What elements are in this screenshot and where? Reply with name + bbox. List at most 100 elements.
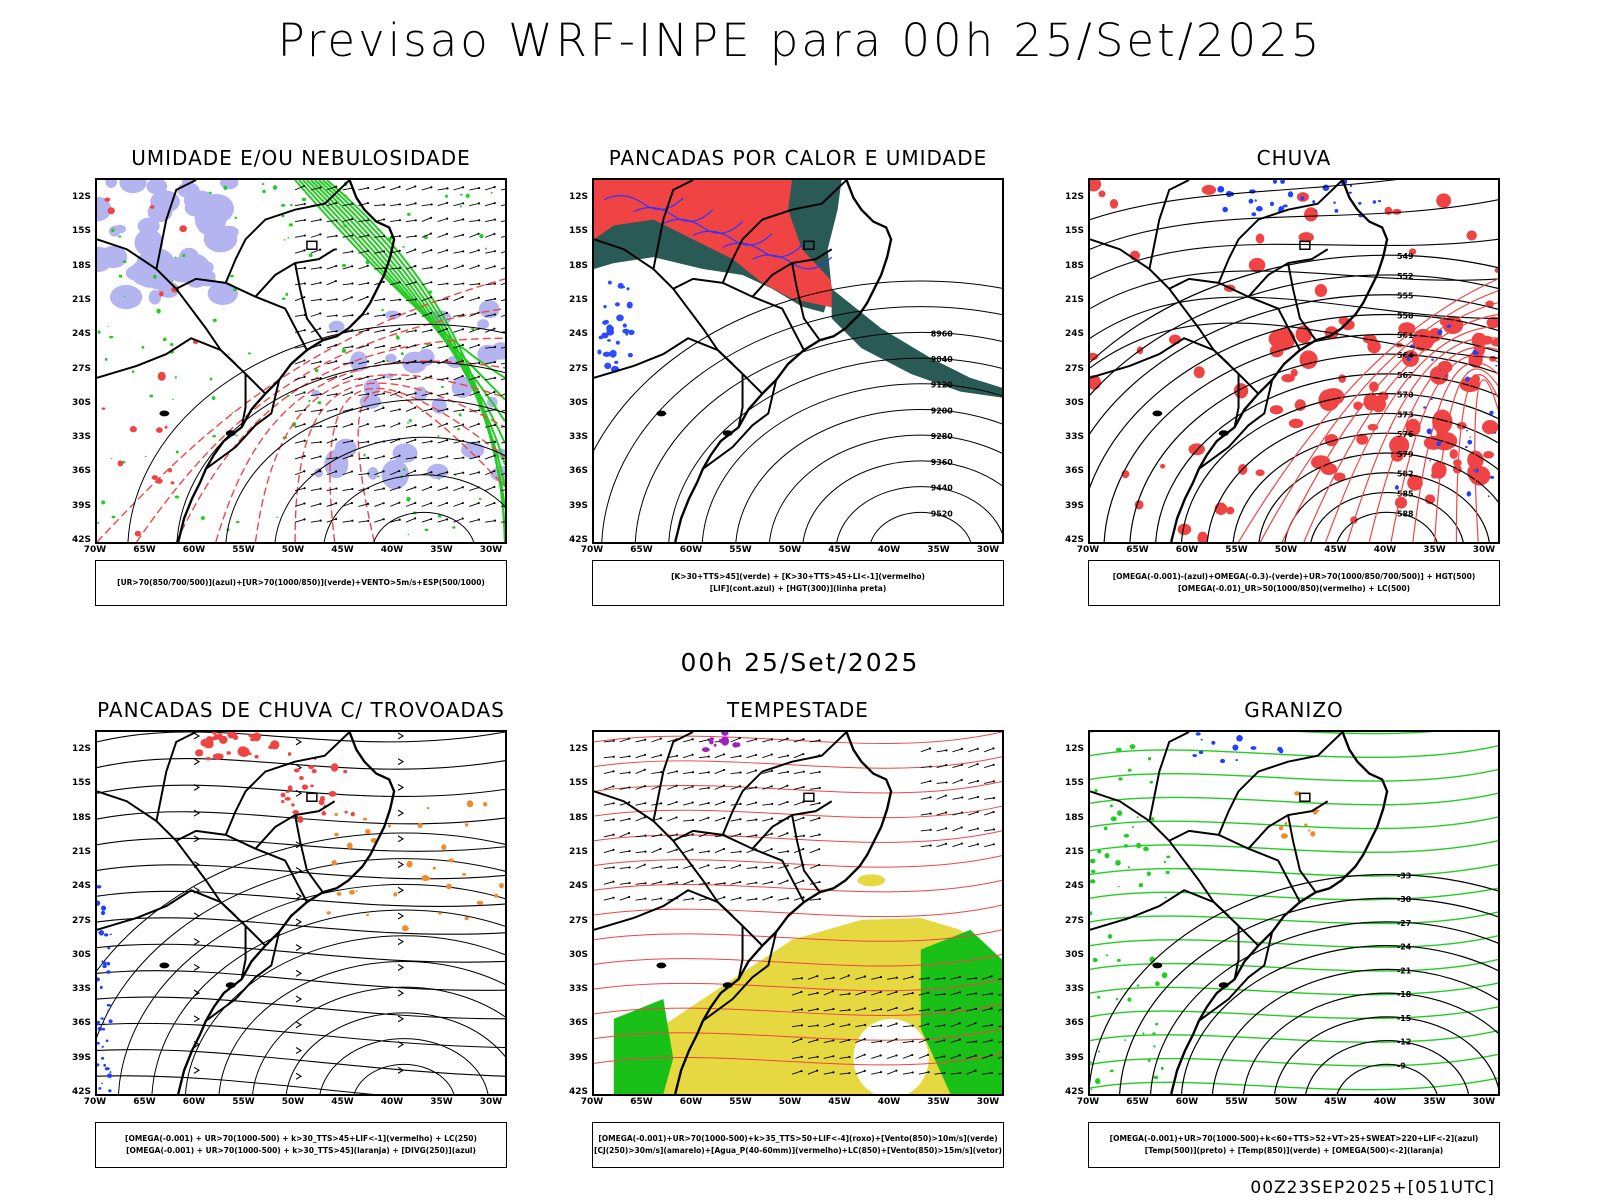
svg-text:-27: -27 xyxy=(1397,919,1411,928)
svg-text:9120: 9120 xyxy=(931,381,954,390)
longitude-label: 40W xyxy=(1373,545,1397,555)
panel-legend: [UR>70(850/700/500)](azul)+[UR>70(1000/8… xyxy=(95,560,507,606)
run-stamp: 00Z23SEP2025+[051UTC] xyxy=(1250,1178,1495,1198)
latitude-label: 36S xyxy=(71,466,91,477)
svg-text:-24: -24 xyxy=(1397,943,1412,952)
forecast-map xyxy=(95,730,507,1096)
latitude-label: 42S xyxy=(568,1087,588,1097)
svg-text:-12: -12 xyxy=(1397,1038,1411,1047)
latitude-label: 42S xyxy=(71,1087,91,1097)
latitude-label: 30S xyxy=(71,397,91,408)
longitude-label: 55W xyxy=(232,1097,255,1107)
longitude-label: 35W xyxy=(1423,545,1446,555)
contour-line xyxy=(118,883,505,1094)
map-graphic: -9 -12 -15 -18 -21 -24 -27 -30 -33 xyxy=(1090,732,1498,1094)
svg-text:-15: -15 xyxy=(1397,1014,1411,1023)
forecast-map: 9520 9440 9360 9280 9200 9120 9040 8960 xyxy=(592,178,1004,544)
contour-line xyxy=(274,436,505,542)
longitude-label: 35W xyxy=(927,545,950,555)
legend-line: [OMEGA(-0.01)_UR>50(1000/850)(vermelho) … xyxy=(1177,584,1411,593)
longitude-label: 45W xyxy=(828,545,851,555)
latitude-label: 21S xyxy=(568,294,588,305)
longitude-label: 55W xyxy=(1225,545,1248,555)
panel-title: GRANIZO xyxy=(1244,698,1344,722)
latitude-label: 21S xyxy=(71,846,91,857)
latitude-label: 33S xyxy=(568,432,588,443)
latitude-label: 12S xyxy=(71,744,91,754)
latitude-label: 30S xyxy=(1064,949,1084,960)
panel-title: UMIDADE E/OU NEBULOSIDADE xyxy=(131,146,471,170)
forecast-map: 588 585 582 579 576 573 570 567 564 561 558 555 552 5… xyxy=(1088,178,1500,544)
contour-line xyxy=(701,383,1002,542)
latitude-label: 33S xyxy=(568,984,588,995)
contour-line xyxy=(225,399,505,542)
latitude-label: 21S xyxy=(1064,294,1084,305)
latitude-label: 39S xyxy=(1064,500,1084,511)
svg-text:570: 570 xyxy=(1397,391,1414,400)
contour-line xyxy=(1180,393,1498,542)
main-title: Previsao WRF-INPE para 00h 25/Set/2025 xyxy=(277,14,1323,67)
contour-line xyxy=(1284,472,1490,542)
longitude-label: 30W xyxy=(1472,545,1496,555)
contour-line xyxy=(151,909,505,1094)
svg-text:579: 579 xyxy=(1397,450,1414,459)
longitude-label: 60W xyxy=(679,1097,703,1107)
longitude-label: 70W xyxy=(580,1097,604,1107)
latitude-label: 39S xyxy=(568,1052,588,1063)
contour-line xyxy=(319,1038,489,1094)
svg-text:555: 555 xyxy=(1397,292,1414,301)
svg-text:573: 573 xyxy=(1397,410,1414,419)
legend-line: [K>30+TTS>45](verde) + [K>30+TTS>45+LI<-… xyxy=(671,572,925,581)
latitude-label: 24S xyxy=(1064,881,1084,892)
legend-line: [Temp(500)](preto) + [Temp(850)](verde) … xyxy=(1144,1146,1444,1155)
contour-line xyxy=(373,511,475,542)
contour-line xyxy=(594,280,1002,452)
latitude-label: 27S xyxy=(1064,363,1084,374)
legend-line: [OMEGA(-0.001)-(azul)+OMEGA(-0.3)-(verde… xyxy=(1112,572,1476,581)
latitude-label: 15S xyxy=(71,778,91,789)
contour-line xyxy=(601,306,1002,542)
panel-legend: [OMEGA(-0.001)-(azul)+OMEGA(-0.3)-(verde… xyxy=(1088,560,1500,606)
latitude-label: 33S xyxy=(1064,432,1084,443)
legend-line: [UR>70(850/700/500)](azul)+[UR>70(1000/8… xyxy=(117,578,485,587)
legend-line: [LIF](cont.azul) + [HGT(300)](linha pret… xyxy=(709,584,887,593)
panel-title: TEMPESTADE xyxy=(727,698,869,722)
contour-line xyxy=(1090,294,1498,435)
svg-text:-9: -9 xyxy=(1397,1061,1406,1070)
longitude-label: 30W xyxy=(479,1097,503,1107)
svg-text:9440: 9440 xyxy=(931,484,954,493)
longitude-label: 40W xyxy=(877,545,901,555)
longitude-label: 70W xyxy=(1076,1097,1100,1107)
contour-line xyxy=(1103,333,1498,542)
contour-line xyxy=(1129,353,1498,542)
panel-legend: [OMEGA(-0.001)+UR>70(1000-500)+k<60+TTS>… xyxy=(1088,1122,1500,1168)
latitude-label: 27S xyxy=(568,363,588,374)
longitude-label: 30W xyxy=(1472,1097,1496,1107)
latitude-label: 12S xyxy=(568,744,588,754)
svg-text:-33: -33 xyxy=(1397,871,1411,880)
longitude-label: 40W xyxy=(877,1097,901,1107)
forecast-map xyxy=(95,178,507,544)
latitude-label: 27S xyxy=(1064,915,1084,926)
contour-line xyxy=(735,408,1002,542)
contour-line xyxy=(97,858,505,1039)
longitude-label: 70W xyxy=(580,545,604,555)
longitude-label: 40W xyxy=(1373,1097,1397,1107)
longitude-label: 50W xyxy=(1274,1097,1298,1107)
contour-line xyxy=(668,357,1002,542)
contour-line xyxy=(1310,491,1464,542)
latitude-label: 27S xyxy=(71,915,91,926)
svg-text:9040: 9040 xyxy=(931,355,954,364)
svg-text:558: 558 xyxy=(1397,311,1414,320)
map-graphic xyxy=(594,732,1002,1094)
contour-line xyxy=(97,832,505,972)
longitude-label: 65W xyxy=(133,1097,156,1107)
longitude-label: 45W xyxy=(1324,1097,1347,1107)
longitude-label: 45W xyxy=(331,545,354,555)
longitude-label: 50W xyxy=(281,1097,305,1107)
latitude-label: 12S xyxy=(71,192,91,202)
latitude-label: 18S xyxy=(71,812,91,823)
legend-line: [OMEGA(-0.001) + UR>70(1000-500) + k>30_… xyxy=(126,1146,476,1155)
svg-text:9280: 9280 xyxy=(931,432,954,441)
latitude-label: 30S xyxy=(568,949,588,960)
